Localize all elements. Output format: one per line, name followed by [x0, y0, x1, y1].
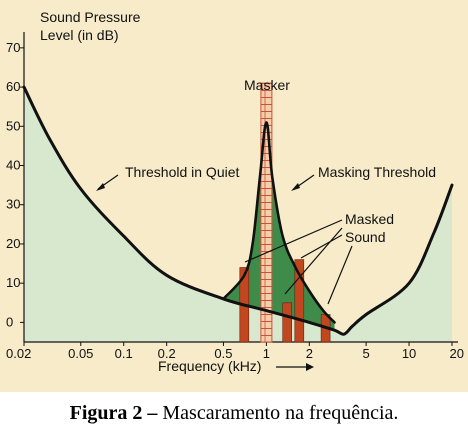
y-axis-label-line2: Level (in dB): [40, 27, 119, 43]
masked-region-area: [223, 122, 335, 331]
masked-sound-label-line2: Sound: [345, 229, 385, 245]
x-axis-label: Frequency (kHz): [158, 358, 261, 374]
x-tick-label: 0.02: [6, 346, 31, 361]
y-tick-label: 10: [6, 275, 20, 290]
masked-sound-bar: [282, 302, 293, 343]
annotation-leaders: [96, 174, 353, 305]
masking-threshold-label: Masking Threshold: [318, 164, 436, 180]
y-tick-label: 50: [6, 118, 20, 133]
masked-sound-label-line1: Masked: [345, 211, 394, 227]
y-tick-label: 60: [6, 79, 20, 94]
y-axis-label-line1: Sound Pressure: [40, 9, 141, 25]
y-tick-label: 0: [6, 314, 13, 329]
y-tick-label: 30: [6, 197, 20, 212]
masking-threshold-curve: [222, 121, 336, 324]
masked-sound-bar: [294, 259, 305, 343]
threshold-in-quiet-label: Threshold in Quiet: [125, 164, 240, 180]
y-tick-label: 70: [6, 40, 20, 55]
caption-text: Mascaramento na frequência.: [157, 402, 399, 424]
x-tick-label: 10: [402, 346, 416, 361]
x-tick-label: 0.5: [214, 346, 232, 361]
masker-label: Masker: [244, 77, 290, 93]
x-tick-label: 0.1: [115, 346, 133, 361]
x-tick-label: 5: [362, 346, 369, 361]
threshold-in-quiet-curve: [22, 85, 454, 336]
x-tick-label: 20: [450, 346, 464, 361]
figure-caption: Figura 2 – Mascaramento na frequência.: [0, 402, 468, 425]
masking-figure: 0 10 20 30 40 50 60 70 0.02 0.05 0.1 0.2 0.5 1 2 5 10 20 …: [0, 0, 468, 392]
masker-bar: [260, 82, 273, 343]
x-tick-label: 2: [306, 346, 313, 361]
x-tick-label: 0.05: [68, 346, 93, 361]
quiet-threshold-area: [24, 87, 452, 342]
arrow-icon: [276, 363, 314, 371]
y-tick-label: 20: [6, 236, 20, 251]
x-tick-label: 0.2: [158, 346, 176, 361]
x-tick-label: 1: [263, 346, 270, 361]
y-tick-label: 40: [6, 158, 20, 173]
caption-label: Figura 2 –: [69, 402, 158, 424]
